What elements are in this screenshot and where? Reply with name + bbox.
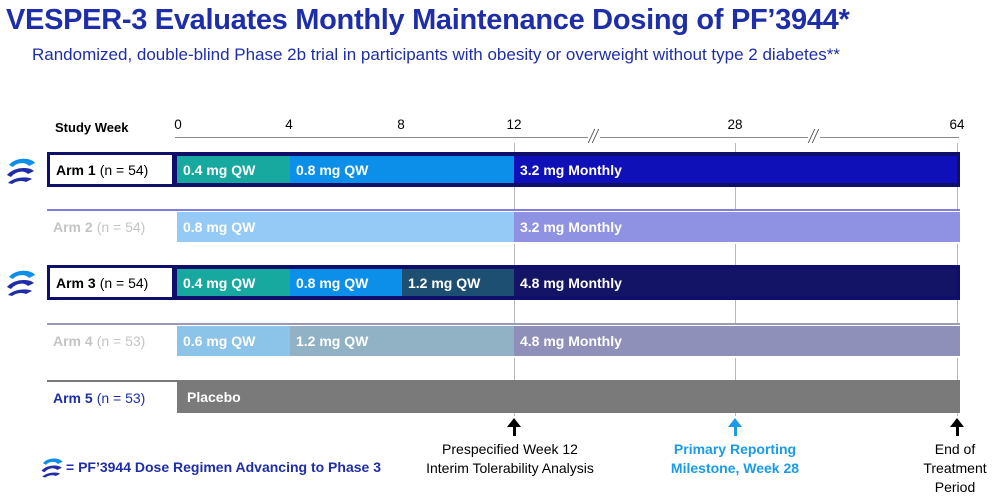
legend: = PF’3944 Dose Regimen Advancing to Phas…: [40, 456, 381, 478]
page-title: VESPER-3 Evaluates Monthly Maintenance D…: [6, 4, 850, 36]
arm-5-row: Arm 5 (n = 53) Placebo: [47, 380, 960, 413]
axis-line: [175, 137, 959, 138]
arm-4-segment-3: 4.8 mg Monthly: [514, 326, 960, 356]
arm-5-segment-1: Placebo: [177, 380, 960, 413]
tick-12: 12: [506, 117, 522, 132]
axis-label: Study Week: [55, 120, 129, 135]
arm-1-segment-3: 3.2 mg Monthly: [514, 156, 957, 183]
week28-milestone-label: Primary Reporting Milestone, Week 28: [670, 441, 800, 476]
arm-2-row: Arm 2 (n = 54) 0.8 mg QW 3.2 mg Monthly: [47, 209, 960, 244]
end-milestone-label: End of Treatment Period: [923, 441, 987, 495]
tick-4: 4: [285, 117, 293, 132]
arm-3-segment-3: 1.2 mg QW: [402, 269, 514, 296]
axis-break-1: [587, 129, 600, 143]
arm-2-label: Arm 2 (n = 54): [53, 218, 146, 235]
arm-3-segment-4: 4.8 mg Monthly: [514, 269, 957, 296]
tick-8: 8: [397, 117, 405, 132]
tick-28: 28: [727, 117, 743, 132]
arm-4-row: Arm 4 (n = 53) 0.6 mg QW 1.2 mg QW 4.8 mg…: [47, 323, 960, 358]
arm-3-label: Arm 3 (n = 54): [49, 267, 173, 298]
arm-1-segment-1: 0.4 mg QW: [177, 156, 290, 183]
arm-4-segment-1: 0.6 mg QW: [177, 326, 290, 356]
week12-milestone-label: Prespecified Week 12 Interim Tolerabilit…: [426, 441, 594, 476]
arm-3-segment-2: 0.8 mg QW: [290, 269, 402, 296]
arm-3-segment-1: 0.4 mg QW: [177, 269, 290, 296]
arm-1-row: Arm 1 (n = 54) 0.4 mg QW 0.8 mg QW 3.2 mg…: [47, 152, 960, 187]
pfizer-logo-icon: [7, 158, 35, 184]
pfizer-logo-icon: [7, 270, 35, 296]
arm-4-label: Arm 4 (n = 53): [53, 332, 146, 349]
pfizer-logo-icon: [41, 458, 63, 478]
arm-2-segment-1: 0.8 mg QW: [177, 212, 514, 242]
page-subtitle: Randomized, double-blind Phase 2b trial …: [32, 45, 840, 64]
arm-5-label: Arm 5 (n = 53): [47, 380, 177, 413]
arm-2-segment-2: 3.2 mg Monthly: [514, 212, 960, 242]
arm-4-segment-2: 1.2 mg QW: [290, 326, 514, 356]
arm-3-row: Arm 3 (n = 54) 0.4 mg QW 0.8 mg QW 1.2 mg…: [47, 265, 960, 300]
legend-text: = PF’3944 Dose Regimen Advancing to Phas…: [66, 459, 381, 475]
axis-break-2: [807, 129, 820, 143]
arm-1-segment-2: 0.8 mg QW: [290, 156, 514, 183]
arm-1-label: Arm 1 (n = 54): [49, 154, 173, 185]
tick-64: 64: [949, 117, 965, 132]
tick-0: 0: [174, 117, 182, 132]
